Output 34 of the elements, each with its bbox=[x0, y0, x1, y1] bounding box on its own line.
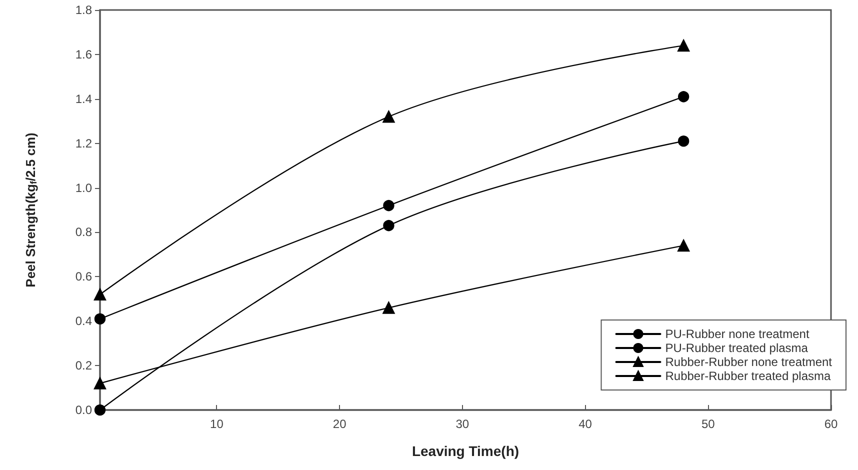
legend-label: PU-Rubber none treatment bbox=[665, 327, 810, 341]
point bbox=[382, 110, 395, 123]
point bbox=[94, 377, 106, 390]
point bbox=[94, 404, 106, 416]
point bbox=[678, 136, 690, 147]
point bbox=[94, 313, 106, 324]
x-tick-label: 20 bbox=[332, 417, 347, 431]
x-tick-label: 40 bbox=[578, 417, 592, 431]
point bbox=[678, 91, 690, 102]
y-tick-label: 0.0 bbox=[75, 403, 92, 417]
point bbox=[383, 220, 394, 232]
point bbox=[383, 200, 394, 212]
y-axis-title: Peel Strength(kgf/2.5 cm) bbox=[23, 132, 38, 288]
y-tick-label: 0.4 bbox=[75, 314, 92, 328]
y-tick-label: 1.8 bbox=[75, 3, 92, 17]
x-tick-label: 10 bbox=[210, 417, 224, 431]
legend-label: Rubber-Rubber treated plasma bbox=[665, 369, 831, 383]
point bbox=[94, 288, 106, 301]
y-tick-label: 1.4 bbox=[75, 92, 92, 106]
y-tick-label: 0.8 bbox=[75, 225, 92, 240]
x-tick-label: 60 bbox=[824, 417, 838, 431]
x-tick-label: 50 bbox=[701, 417, 716, 431]
legend-label: Rubber-Rubber none treatment bbox=[665, 355, 833, 369]
point bbox=[677, 239, 690, 252]
y-tick-label: 1.2 bbox=[75, 136, 92, 150]
x-tick-label: 30 bbox=[456, 417, 470, 431]
legend-label: PU-Rubber treated plasma bbox=[665, 341, 808, 355]
x-axis-title: Leaving Time(h) bbox=[412, 443, 520, 459]
y-tick-label: 1.6 bbox=[75, 47, 92, 62]
point bbox=[677, 39, 690, 52]
y-tick-label: 1.0 bbox=[75, 180, 92, 195]
y-tick-label: 0.2 bbox=[75, 358, 92, 373]
y-tick-label: 0.6 bbox=[75, 270, 92, 284]
point bbox=[382, 302, 395, 314]
